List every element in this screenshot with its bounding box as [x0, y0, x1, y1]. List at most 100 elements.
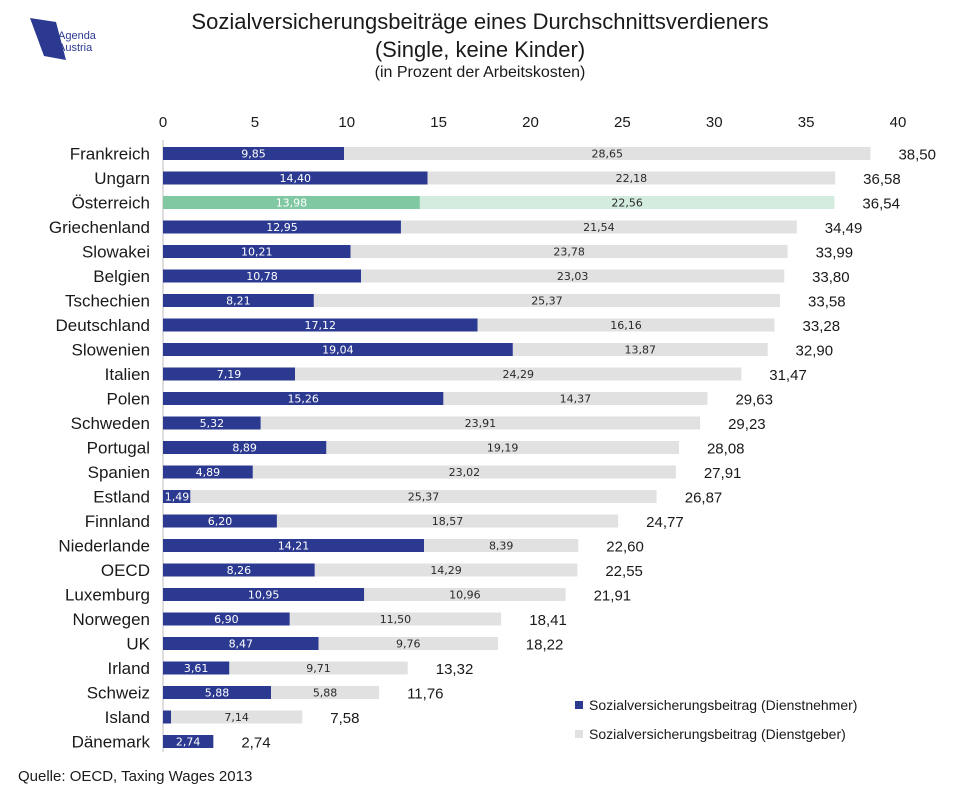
total-label: 38,50	[898, 147, 936, 164]
category-label: Italien	[105, 365, 150, 384]
total-label: 34,49	[825, 220, 863, 237]
bar-label-dienstnehmer: 4,89	[196, 466, 221, 479]
source-note: Quelle: OECD, Taxing Wages 2013	[18, 768, 253, 785]
bar-label-dienstgeber: 14,29	[430, 564, 462, 577]
total-label: 18,22	[526, 637, 564, 654]
bar-dienstnehmer	[163, 318, 478, 332]
bar-dienstgeber	[427, 171, 836, 185]
logo-line2: Austria	[58, 42, 93, 54]
total-label: 36,54	[862, 196, 900, 213]
total-label: 29,23	[728, 416, 766, 433]
bar-dienstgeber	[318, 637, 498, 650]
bar-label-dienstgeber: 22,18	[616, 172, 648, 185]
bar-label-dienstgeber: 21,54	[583, 221, 615, 234]
bar-label-dienstgeber: 25,37	[408, 491, 440, 504]
bar-label-dienstgeber: 13,87	[625, 344, 657, 357]
logo-shape-icon	[30, 18, 66, 60]
bar-label-dienstnehmer: 19,04	[322, 344, 354, 357]
x-tick-label: 20	[522, 114, 539, 131]
bar-label-dienstgeber: 28,65	[591, 148, 623, 161]
total-label: 27,91	[704, 465, 742, 482]
total-label: 7,58	[330, 710, 359, 727]
bar-dienstgeber	[314, 563, 578, 577]
total-label: 32,90	[796, 343, 834, 360]
bar-label-dienstgeber: 14,37	[560, 393, 592, 406]
category-label: Niederlande	[58, 537, 150, 556]
bar-label-dienstnehmer: 7,19	[217, 368, 242, 381]
total-label: 13,32	[436, 661, 474, 678]
bar-label-dienstnehmer: 14,21	[278, 540, 310, 553]
bar-dienstnehmer	[163, 490, 191, 503]
total-label: 24,77	[646, 514, 684, 531]
total-label: 36,58	[863, 171, 901, 188]
bar-dienstnehmer	[163, 220, 401, 234]
bar-label-dienstgeber: 23,03	[557, 270, 589, 283]
bar-label-dienstgeber: 19,19	[487, 442, 519, 455]
x-tick-label: 15	[430, 114, 447, 131]
legend-label-dienstnehmer: Sozialversicherungsbeitrag (Dienstnehmer…	[589, 697, 857, 713]
bar-dienstnehmer	[163, 612, 290, 626]
bar-label-dienstnehmer: 2,74	[176, 736, 201, 749]
legend-label-dienstgeber: Sozialversicherungsbeitrag (Dienstgeber)	[589, 726, 846, 742]
category-label: Dänemark	[72, 733, 151, 752]
x-tick-label: 0	[159, 114, 167, 131]
total-label: 29,63	[735, 392, 773, 409]
bar-dienstgeber	[229, 661, 408, 675]
bar-label-dienstgeber: 11,50	[380, 613, 412, 626]
bar-dienstnehmer	[163, 465, 253, 479]
bar-dienstnehmer	[163, 441, 327, 454]
bar-dienstnehmer	[163, 735, 214, 748]
bar-label-dienstgeber: 25,37	[531, 295, 563, 308]
bar-label-dienstgeber: 23,78	[553, 246, 585, 259]
category-label: Deutschland	[55, 316, 150, 335]
x-tick-label: 35	[798, 114, 815, 131]
bar-label-dienstnehmer: 6,90	[214, 613, 239, 626]
bar-label-dienstgeber: 16,16	[610, 319, 642, 332]
category-label: Slowakei	[82, 243, 150, 262]
category-label: OECD	[101, 561, 150, 580]
bar-dienstgeber	[424, 539, 579, 552]
total-label: 22,60	[606, 539, 644, 556]
bar-dienstgeber	[364, 588, 566, 601]
bar-dienstnehmer	[163, 588, 365, 601]
bar-label-dienstnehmer: 17,12	[305, 319, 337, 332]
category-label: Norwegen	[73, 610, 151, 629]
bar-dienstgeber	[443, 392, 708, 405]
bar-dienstgeber	[419, 196, 835, 209]
bar-label-dienstnehmer: 12,95	[266, 221, 298, 234]
category-label: Schweiz	[87, 684, 150, 703]
x-tick-label: 40	[890, 114, 907, 131]
bar-label-dienstnehmer: 8,21	[226, 295, 251, 308]
x-tick-label: 5	[251, 114, 259, 131]
bar-dienstgeber	[313, 294, 781, 307]
bar-dienstgeber	[276, 514, 619, 528]
category-label: Österreich	[72, 194, 150, 213]
agenda-austria-logo	[22, 14, 112, 74]
category-label: Irland	[107, 659, 150, 678]
bar-dienstnehmer	[163, 416, 261, 430]
category-label: Island	[105, 708, 150, 727]
category-label: Portugal	[87, 439, 150, 458]
bar-dienstgeber	[350, 245, 788, 258]
category-label: Griechenland	[49, 218, 150, 237]
total-label: 2,74	[241, 735, 270, 752]
bar-label-dienstnehmer: 10,95	[248, 589, 280, 602]
bar-label-dienstgeber: 8,39	[489, 540, 514, 553]
bar-label-dienstgeber: 18,57	[432, 515, 464, 528]
bar-label-dienstnehmer: 1,49	[165, 491, 190, 504]
bar-dienstgeber	[260, 416, 701, 430]
chart-subtitle: (in Prozent der Arbeitskosten)	[374, 64, 586, 81]
bar-label-dienstgeber: 22,56	[611, 197, 643, 210]
legend-swatch-dienstgeber	[575, 730, 583, 738]
bar-label-dienstgeber: 9,71	[306, 662, 331, 675]
category-label: Spanien	[88, 463, 150, 482]
bar-label-dienstnehmer: 8,89	[232, 442, 257, 455]
x-tick-label: 25	[614, 114, 631, 131]
category-label: Ungarn	[94, 169, 150, 188]
bar-dienstnehmer	[163, 269, 362, 283]
total-label: 11,76	[407, 686, 443, 703]
total-label: 26,87	[685, 490, 723, 507]
category-label: Luxemburg	[65, 586, 150, 605]
category-label: Finnland	[85, 512, 150, 531]
bar-dienstnehmer	[163, 563, 315, 577]
